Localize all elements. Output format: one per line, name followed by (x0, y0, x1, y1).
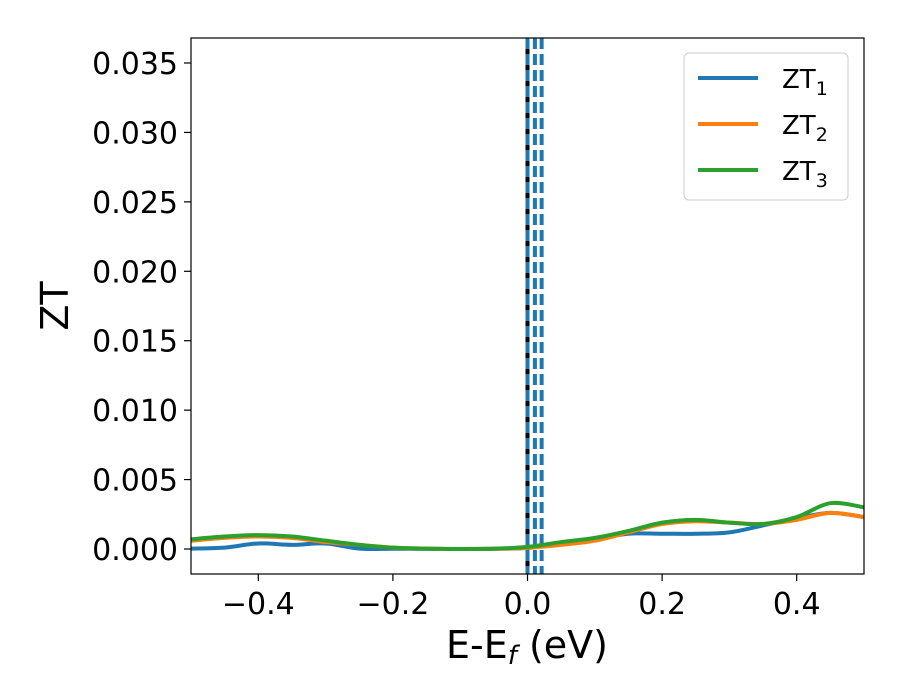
legend: ZT1 ZT2 ZT3 (683, 52, 849, 201)
y-axis: 0.000 0.005 0.010 0.015 0.020 0.025 0.030 0.035 (92, 47, 191, 568)
x-axis-title: E-Ef (eV) (446, 623, 608, 671)
x-axis: −0.4 −0.2 0.0 0.2 0.4 (222, 574, 821, 622)
y-tick-label: 0.030 (92, 116, 178, 151)
y-tick-label: 0.015 (92, 325, 178, 360)
legend-label: ZT3 (782, 157, 828, 192)
x-tick-label: −0.2 (356, 587, 429, 622)
y-tick-label: 0.020 (92, 255, 178, 290)
legend-box (683, 52, 849, 201)
x-tick-label: 0.4 (773, 587, 821, 622)
y-tick-label: 0.005 (92, 464, 178, 499)
y-axis-title: ZT (33, 281, 77, 331)
legend-label: ZT2 (782, 111, 828, 146)
reference-lines (525, 38, 544, 574)
y-tick-label: 0.035 (92, 47, 178, 82)
x-tick-label: 0.0 (504, 587, 552, 622)
y-tick-label: 0.025 (92, 186, 178, 221)
x-axis-title-unit: (eV) (517, 623, 608, 667)
y-tick-label: 0.010 (92, 394, 178, 429)
series-lines (191, 500, 864, 552)
y-tick-label: 0.000 (92, 533, 178, 568)
legend-label: ZT1 (782, 65, 828, 100)
x-tick-label: 0.2 (638, 587, 686, 622)
x-axis-title-main: E-E (446, 623, 508, 667)
x-tick-label: −0.4 (222, 587, 295, 622)
series-line-zt3 (191, 500, 864, 552)
